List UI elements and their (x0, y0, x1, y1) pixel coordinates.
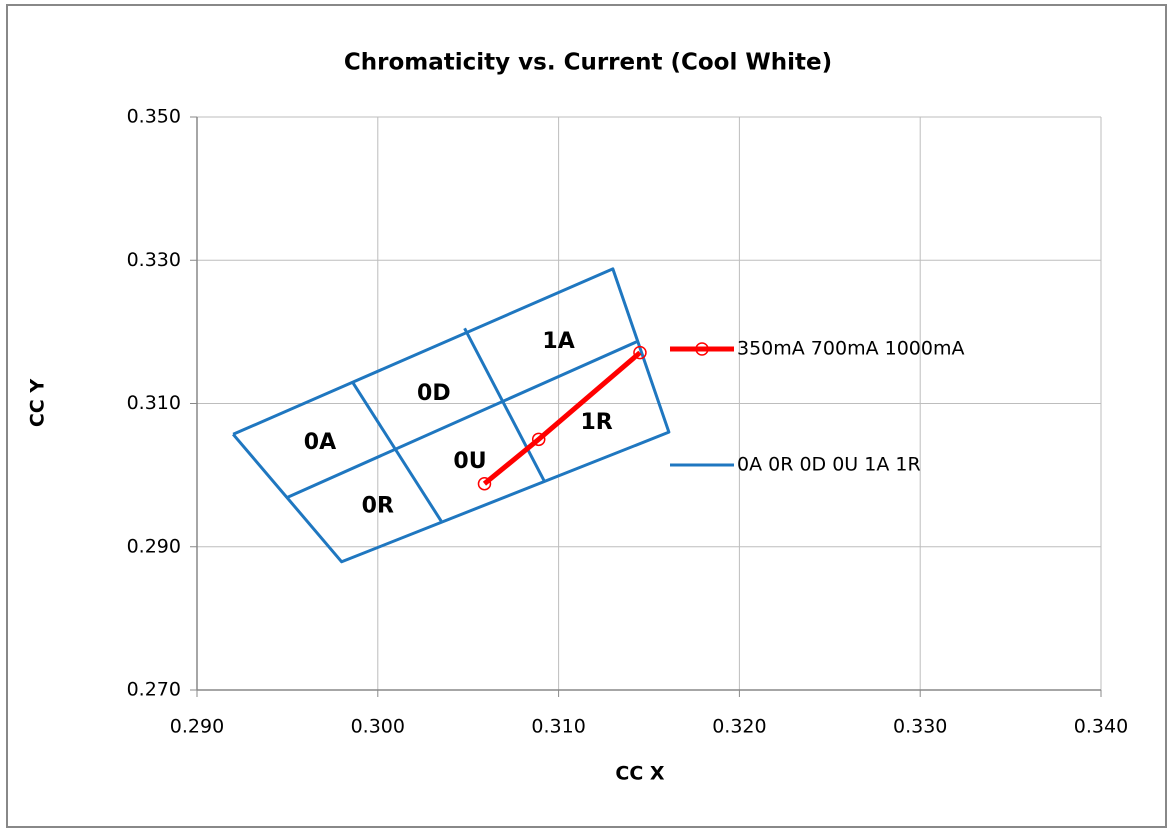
annotation: 0D (417, 381, 451, 406)
legend-label: 350mA 700mA 1000mA (737, 338, 964, 360)
chart-title: Chromaticity vs. Current (Cool White) (344, 50, 832, 76)
y-tick-label: 0.330 (127, 249, 181, 271)
legend-label: 0A 0R 0D 0U 1A 1R (737, 454, 921, 476)
x-tick-label: 0.330 (893, 716, 947, 738)
annotation: 0U (453, 449, 486, 474)
y-tick-label: 0.310 (127, 392, 181, 414)
x-tick-label: 0.300 (351, 716, 405, 738)
x-tick-label: 0.340 (1074, 716, 1128, 738)
marker (633, 345, 647, 360)
x-tick-label: 0.290 (170, 716, 224, 738)
legend-marker (695, 342, 709, 356)
x-axis-title: CC X (615, 763, 665, 785)
y-tick-label: 0.290 (127, 535, 181, 557)
series-line (232, 267, 671, 564)
annotation: 1A (542, 329, 574, 354)
series-line (482, 350, 642, 486)
annotation: 0A (304, 430, 336, 455)
y-tick-label: 0.270 (127, 679, 181, 701)
x-tick-label: 0.310 (531, 716, 585, 738)
marker (531, 432, 546, 447)
annotation: 1R (580, 410, 612, 435)
y-tick-label: 0.350 (127, 106, 181, 128)
annotation: 0R (362, 494, 394, 519)
x-tick-label: 0.320 (712, 716, 766, 738)
marker (477, 476, 492, 491)
y-axis-title: CC Y (27, 379, 49, 428)
